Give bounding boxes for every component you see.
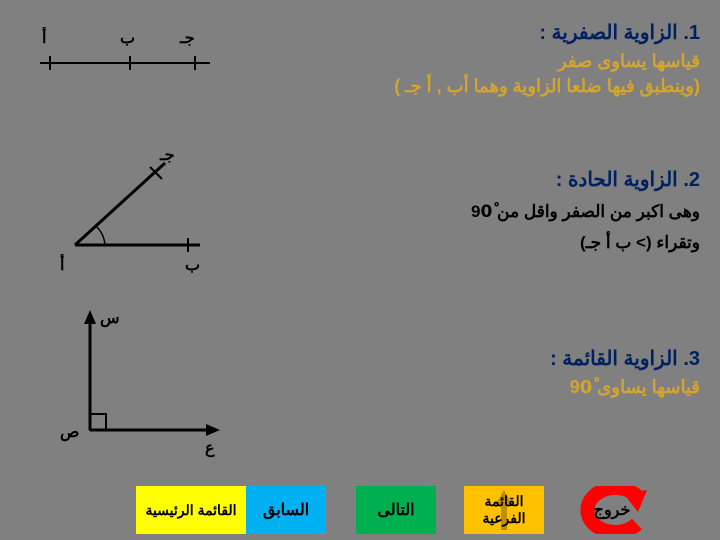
desc-2b: وتقراء (> ب أ جـ) xyxy=(270,229,700,256)
num-1: 1. xyxy=(683,22,700,44)
desc-1a: قياسها يساوى صفر xyxy=(270,51,700,72)
next-button[interactable]: التالى xyxy=(356,486,436,534)
exit-button[interactable]: خروج xyxy=(572,486,652,534)
section-acute-angle: 2. الزاوية الحادة : وهى اكبر من الصفر وا… xyxy=(270,167,700,256)
diagram-acute xyxy=(60,155,220,265)
submenu-button[interactable]: القائمة الفرعية xyxy=(464,486,544,534)
nav-bar: خروج القائمة الفرعية التالى السابق القائ… xyxy=(0,482,720,540)
label-zero-b: ب xyxy=(120,28,135,48)
label-acute-b: ب xyxy=(185,255,200,275)
section-zero-angle: 1. الزاوية الصفرية : قياسها يساوى صفر (و… xyxy=(270,20,700,97)
main-menu-label: القائمة الرئيسية xyxy=(145,502,236,519)
desc-3a: قياسها يساوى 90ْ xyxy=(270,377,700,398)
name-3: الزاوية القائمة : xyxy=(550,348,678,370)
label-right-sad: ص xyxy=(60,422,79,442)
desc-2a: وهى اكبر من الصفر واقل من 90ْ xyxy=(270,198,700,225)
label-acute-a: أ xyxy=(60,255,64,275)
submenu-label: القائمة الفرعية xyxy=(464,493,544,527)
diagram-zero xyxy=(40,48,220,78)
diagram-right xyxy=(70,310,230,450)
name-2: الزاوية الحادة : xyxy=(556,169,678,191)
num-3: 3. xyxy=(683,348,700,370)
label-right-ain: ع xyxy=(205,438,215,458)
section-right-angle: 3. الزاوية القائمة : قياسها يساوى 90ْ xyxy=(270,346,700,398)
label-acute-c: جـ xyxy=(160,145,175,165)
title-acute: 2. الزاوية الحادة : xyxy=(270,167,700,192)
prev-label: السابق xyxy=(263,500,309,520)
diagrams-panel: أ ب جـ أ ب جـ س ص ع xyxy=(0,0,260,480)
next-label: التالى xyxy=(377,500,414,520)
prev-button[interactable]: السابق xyxy=(246,486,326,534)
label-zero-a: أ xyxy=(42,28,46,48)
exit-label: خروج xyxy=(594,500,631,520)
title-zero: 1. الزاوية الصفرية : xyxy=(270,20,700,45)
name-1: الزاوية الصفرية : xyxy=(539,22,677,44)
desc-1b: (وينطبق فيها ضلعا الزاوية وهما أب , أ جـ… xyxy=(270,76,700,97)
label-zero-c: جـ xyxy=(180,28,195,48)
label-right-s: س xyxy=(100,308,120,328)
main-menu-button[interactable]: القائمة الرئيسية xyxy=(136,486,246,534)
num-2: 2. xyxy=(683,169,700,191)
title-right: 3. الزاوية القائمة : xyxy=(270,346,700,371)
